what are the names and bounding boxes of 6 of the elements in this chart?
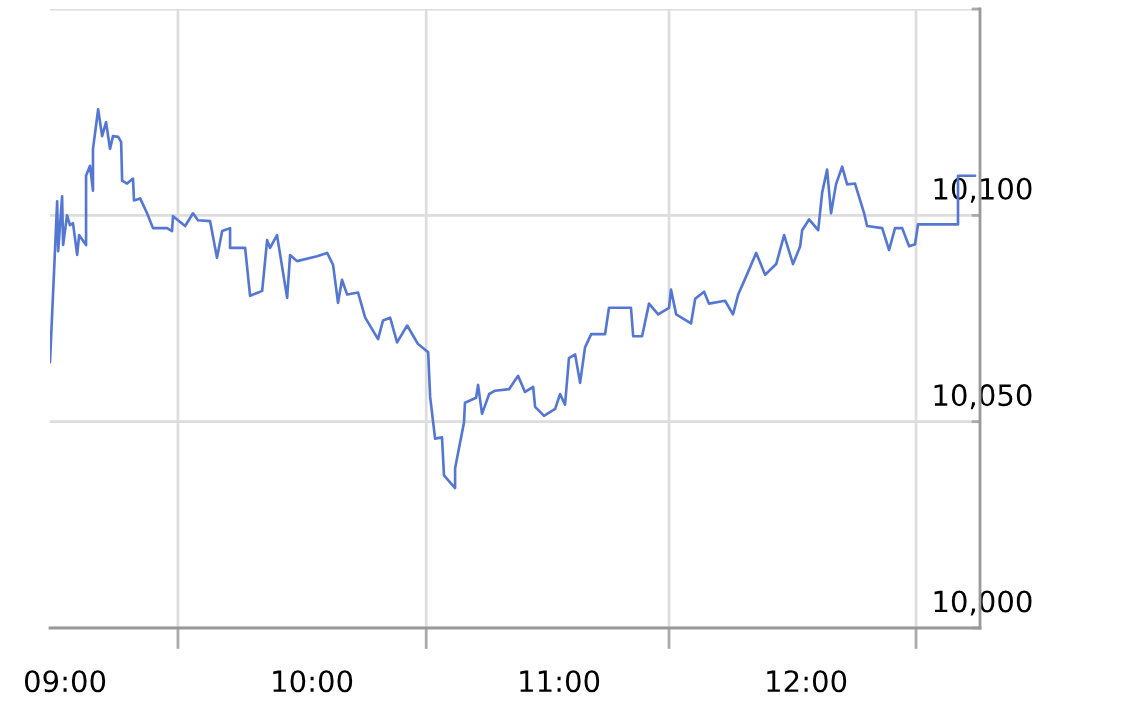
x-tick-label: 11:00 bbox=[520, 670, 600, 693]
x-tick-label: 12:00 bbox=[767, 670, 847, 693]
y-tick-label: 10,000 bbox=[934, 590, 1032, 616]
y-tick-label: 10,050 bbox=[934, 384, 1032, 410]
x-tick-label: 09:00 bbox=[24, 670, 106, 693]
x-tick-label: 10:00 bbox=[273, 670, 353, 693]
